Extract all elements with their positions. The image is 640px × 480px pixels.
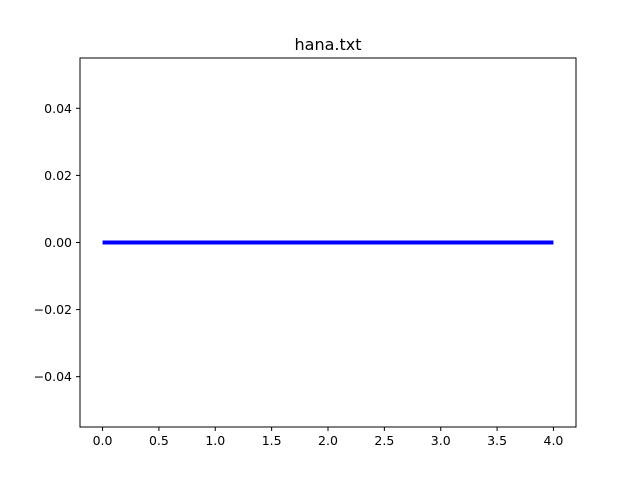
x-tick-label: 2.5: [374, 433, 394, 448]
x-tick-label: 2.0: [318, 433, 338, 448]
x-tick-label: 4.0: [544, 433, 564, 448]
x-tick-label: 0.5: [149, 433, 169, 448]
axes-frame: [79, 57, 577, 428]
chart-title: hana.txt: [295, 35, 362, 54]
x-tick-label: 3.5: [487, 433, 507, 448]
x-tick-label: 1.0: [205, 433, 225, 448]
y-tick-label: 0.00: [44, 235, 72, 250]
y-tick-label: −0.04: [34, 369, 72, 384]
y-tick-label: −0.02: [34, 302, 72, 317]
y-tick-label: 0.02: [44, 168, 72, 183]
x-tick-label: 1.5: [262, 433, 282, 448]
x-tick-label: 0.0: [93, 433, 113, 448]
y-tick-label: 0.04: [44, 101, 72, 116]
x-tick-label: 3.0: [431, 433, 451, 448]
plot-area: 0.0 0.5 1.0 1.5 2.0 2.5 3.0 3.5 4.0 −0.04 −0.02 0.0…: [34, 101, 564, 448]
